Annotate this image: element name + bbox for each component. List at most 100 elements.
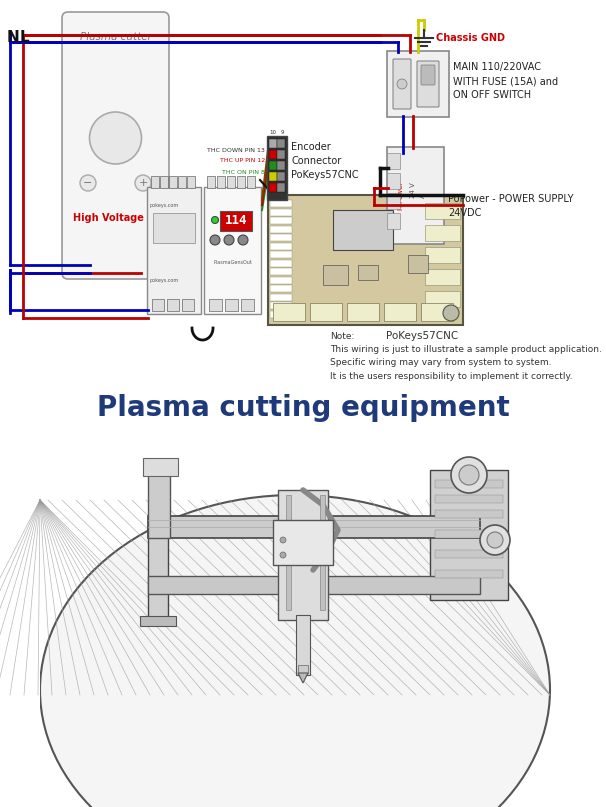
FancyBboxPatch shape: [209, 299, 222, 311]
Text: PlasmaGensOut: PlasmaGensOut: [213, 260, 252, 265]
FancyBboxPatch shape: [276, 161, 284, 169]
FancyBboxPatch shape: [270, 277, 292, 283]
Text: pokeys.com: pokeys.com: [150, 278, 179, 283]
FancyBboxPatch shape: [270, 285, 292, 292]
FancyBboxPatch shape: [276, 139, 284, 148]
Text: Encoder
Connector
PoKeys57CNC: Encoder Connector PoKeys57CNC: [291, 142, 359, 180]
FancyBboxPatch shape: [270, 200, 292, 207]
FancyBboxPatch shape: [267, 136, 287, 200]
FancyBboxPatch shape: [178, 176, 186, 188]
FancyBboxPatch shape: [270, 217, 292, 224]
Text: 24 V: 24 V: [410, 182, 416, 199]
FancyBboxPatch shape: [270, 242, 292, 249]
Text: THC ON PIN 8: THC ON PIN 8: [222, 169, 265, 174]
Text: +: +: [138, 178, 148, 188]
FancyBboxPatch shape: [270, 268, 292, 275]
FancyBboxPatch shape: [387, 153, 399, 169]
Text: N: N: [7, 30, 20, 45]
Text: Plasma cutter: Plasma cutter: [79, 32, 152, 42]
FancyBboxPatch shape: [393, 59, 411, 109]
Text: L: L: [20, 30, 30, 45]
FancyBboxPatch shape: [320, 495, 325, 610]
FancyBboxPatch shape: [148, 516, 480, 538]
Text: PoPower - POWER SUPPLY
24VDC: PoPower - POWER SUPPLY 24VDC: [448, 194, 573, 218]
Circle shape: [135, 175, 151, 191]
Circle shape: [443, 305, 459, 321]
Text: MAIN 110/220VAC
WITH FUSE (15A) and
ON OFF SWITCH: MAIN 110/220VAC WITH FUSE (15A) and ON O…: [453, 62, 558, 100]
Text: A: A: [420, 193, 426, 198]
FancyBboxPatch shape: [167, 299, 179, 311]
Text: High Voltage: High Voltage: [73, 213, 144, 223]
FancyBboxPatch shape: [148, 576, 480, 594]
FancyBboxPatch shape: [273, 520, 333, 565]
FancyBboxPatch shape: [182, 299, 194, 311]
FancyBboxPatch shape: [358, 265, 378, 280]
Text: PoPower: PoPower: [397, 181, 403, 210]
Text: −: −: [83, 178, 93, 188]
Text: 10: 10: [269, 130, 276, 135]
FancyBboxPatch shape: [270, 208, 292, 215]
FancyBboxPatch shape: [268, 139, 276, 148]
FancyBboxPatch shape: [153, 213, 195, 243]
Circle shape: [480, 525, 510, 555]
Circle shape: [90, 112, 141, 164]
FancyBboxPatch shape: [220, 211, 252, 231]
FancyBboxPatch shape: [148, 470, 170, 538]
FancyBboxPatch shape: [276, 172, 284, 181]
FancyBboxPatch shape: [187, 176, 195, 188]
FancyBboxPatch shape: [270, 294, 292, 300]
FancyBboxPatch shape: [286, 495, 291, 610]
FancyBboxPatch shape: [435, 550, 503, 558]
FancyBboxPatch shape: [425, 291, 460, 307]
FancyBboxPatch shape: [425, 203, 460, 219]
FancyBboxPatch shape: [276, 149, 284, 158]
FancyBboxPatch shape: [152, 299, 164, 311]
FancyBboxPatch shape: [408, 255, 428, 273]
FancyBboxPatch shape: [143, 458, 178, 476]
FancyBboxPatch shape: [417, 61, 439, 107]
FancyBboxPatch shape: [425, 247, 460, 263]
FancyBboxPatch shape: [270, 234, 292, 241]
FancyBboxPatch shape: [333, 210, 393, 250]
FancyBboxPatch shape: [241, 299, 254, 311]
Circle shape: [210, 235, 220, 245]
FancyBboxPatch shape: [268, 195, 463, 325]
FancyBboxPatch shape: [276, 182, 284, 191]
Text: PoKeys57CNC: PoKeys57CNC: [386, 331, 458, 341]
FancyBboxPatch shape: [323, 265, 348, 285]
Polygon shape: [298, 673, 308, 683]
FancyBboxPatch shape: [237, 176, 245, 188]
FancyBboxPatch shape: [435, 480, 503, 488]
FancyBboxPatch shape: [387, 51, 449, 117]
Circle shape: [238, 235, 248, 245]
Circle shape: [80, 175, 96, 191]
FancyBboxPatch shape: [435, 495, 503, 503]
FancyBboxPatch shape: [387, 212, 399, 228]
Text: 9: 9: [281, 130, 284, 135]
FancyBboxPatch shape: [140, 616, 176, 626]
FancyBboxPatch shape: [268, 182, 276, 191]
Ellipse shape: [40, 495, 550, 807]
FancyBboxPatch shape: [435, 530, 503, 538]
Text: Plasma cutting equipment: Plasma cutting equipment: [96, 394, 510, 422]
FancyBboxPatch shape: [387, 147, 444, 244]
FancyBboxPatch shape: [296, 615, 310, 675]
FancyBboxPatch shape: [384, 303, 416, 321]
FancyBboxPatch shape: [425, 269, 460, 285]
FancyBboxPatch shape: [421, 303, 453, 321]
FancyBboxPatch shape: [278, 490, 328, 620]
FancyBboxPatch shape: [151, 176, 159, 188]
Text: THC DOWN PIN 13: THC DOWN PIN 13: [207, 148, 265, 153]
FancyBboxPatch shape: [435, 570, 503, 578]
FancyBboxPatch shape: [347, 303, 379, 321]
Text: THC UP PIN 12: THC UP PIN 12: [220, 158, 265, 164]
Circle shape: [280, 552, 286, 558]
FancyBboxPatch shape: [62, 12, 169, 279]
FancyBboxPatch shape: [270, 302, 292, 309]
FancyBboxPatch shape: [147, 187, 201, 314]
Circle shape: [451, 457, 487, 493]
FancyBboxPatch shape: [270, 260, 292, 266]
FancyBboxPatch shape: [435, 510, 503, 518]
FancyBboxPatch shape: [247, 176, 255, 188]
FancyBboxPatch shape: [268, 149, 276, 158]
